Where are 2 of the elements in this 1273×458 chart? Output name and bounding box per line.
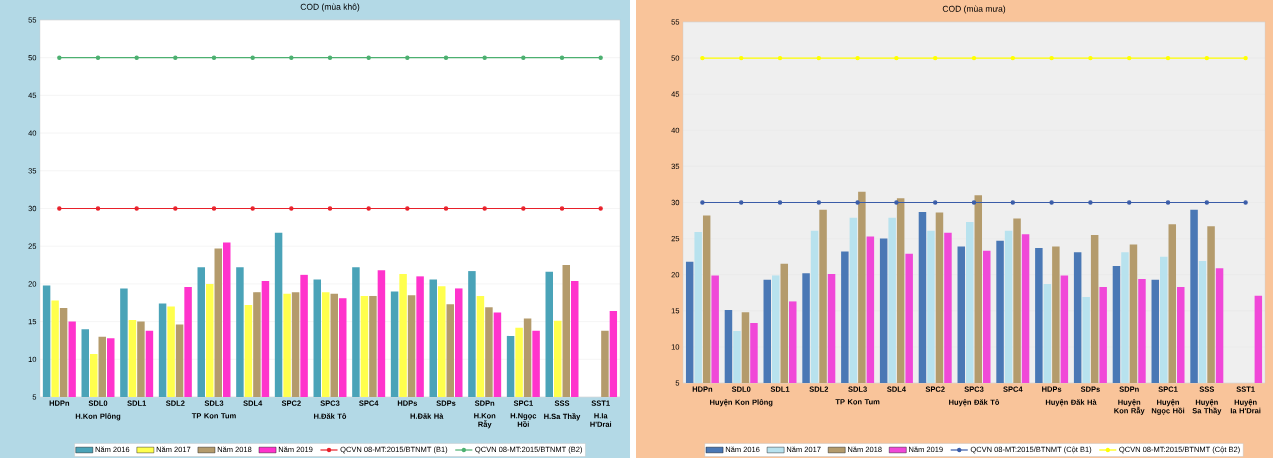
chart-title: COD (mùa khô) (300, 3, 360, 12)
chart-title: COD (mùa mưa) (942, 5, 1006, 14)
